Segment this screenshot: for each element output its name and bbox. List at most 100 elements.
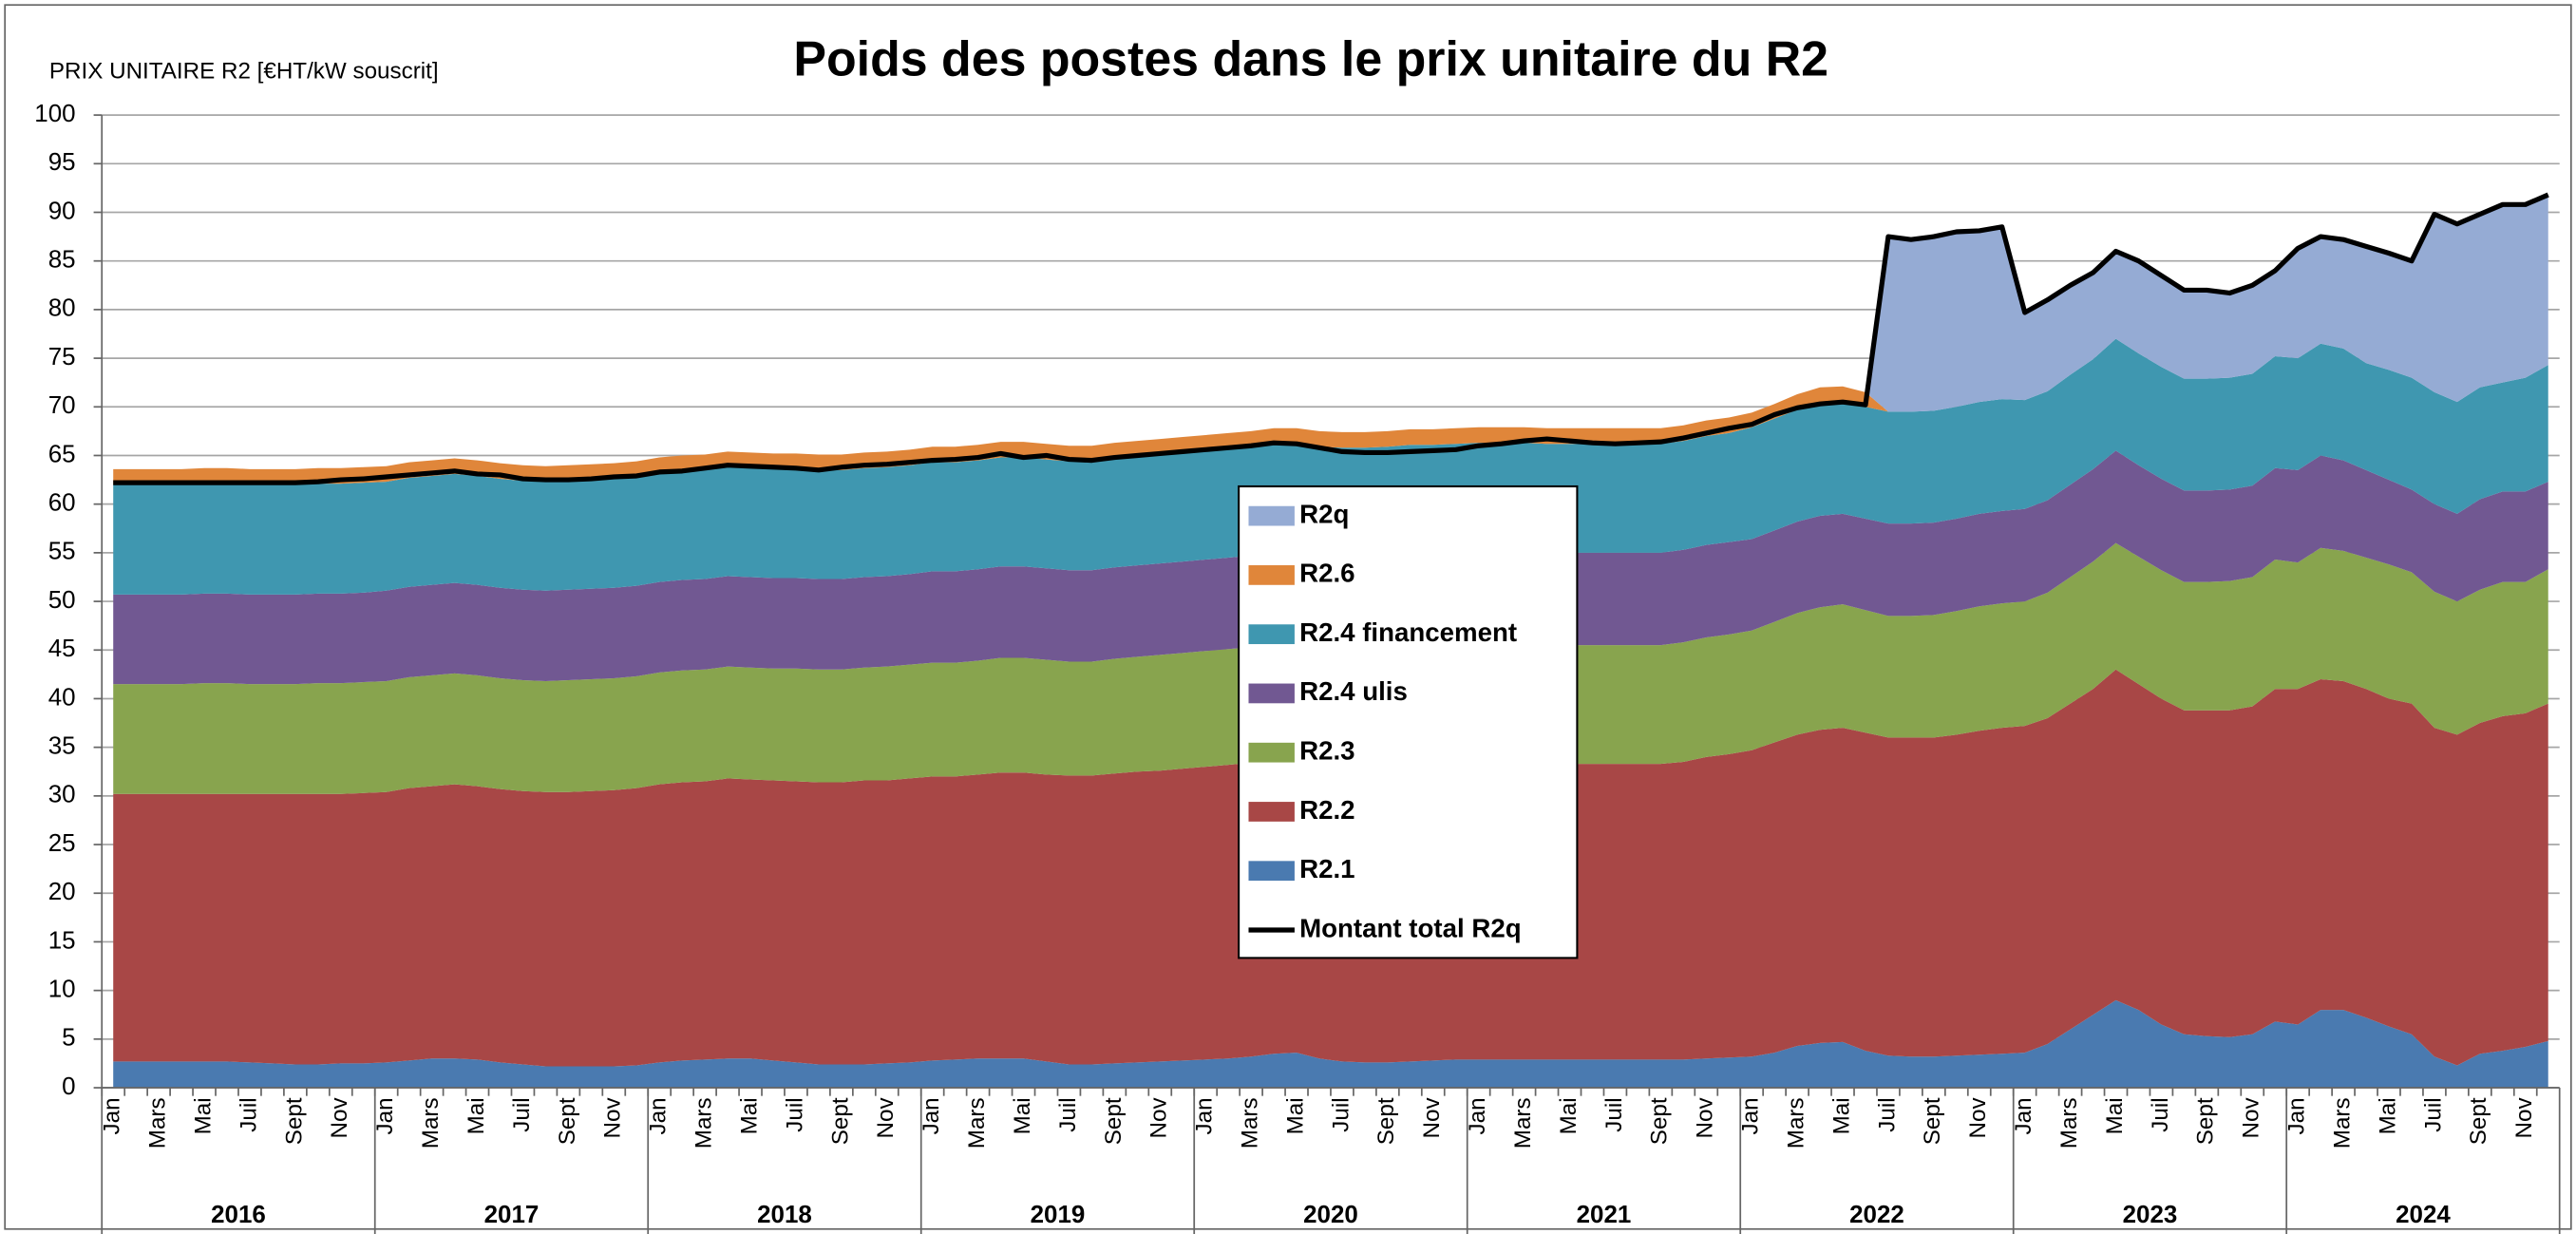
- total-line: [113, 192, 2549, 485]
- legend-swatch: [1248, 802, 1295, 822]
- x-tick-label: Juil: [509, 1097, 535, 1131]
- x-tick-label: Mars: [691, 1097, 717, 1149]
- area-series: [113, 338, 2548, 595]
- x-tick-label: Nov: [1965, 1097, 1991, 1139]
- x-tick-label: Juil: [236, 1097, 261, 1131]
- x-tick-label: Nov: [1146, 1097, 1172, 1139]
- legend-label: R2.4 ulis: [1299, 676, 1408, 706]
- legend-swatch: [1248, 505, 1295, 526]
- x-tick-label: Jan: [2284, 1097, 2310, 1134]
- area-series: [113, 195, 2548, 469]
- year-label: 2018: [757, 1202, 812, 1228]
- year-label: 2022: [1849, 1202, 1904, 1228]
- y-tick-label: 75: [48, 344, 76, 370]
- x-tick-label: Jan: [2011, 1097, 2036, 1134]
- year-label: 2016: [211, 1202, 266, 1228]
- legend: R2q R2.6 R2.4 financement R2.4 ulis R2.3 R2.2…: [1238, 484, 1579, 959]
- legend-label: R2.3: [1299, 736, 1354, 766]
- x-tick-label: Mars: [145, 1097, 171, 1149]
- x-tick-label: Mai: [1282, 1097, 1308, 1134]
- x-tick-label: Mars: [418, 1097, 444, 1149]
- area-series: [113, 338, 2548, 485]
- x-tick-label: Mars: [964, 1097, 990, 1149]
- legend-label: Montant total R2q: [1299, 913, 1522, 942]
- legend-swatch: [1248, 861, 1295, 882]
- x-tick-label: Juil: [782, 1097, 807, 1131]
- year-label: 2023: [2123, 1202, 2178, 1228]
- x-tick-label: Sept: [827, 1097, 853, 1145]
- y-tick-label: 90: [48, 198, 76, 224]
- x-tick-label: Nov: [1693, 1097, 1718, 1139]
- x-tick-label: Mars: [2329, 1097, 2355, 1149]
- x-tick-label: Mars: [2056, 1097, 2082, 1149]
- x-tick-label: Mars: [1238, 1097, 1263, 1149]
- year-label: 2024: [2396, 1202, 2451, 1228]
- y-tick-label: 25: [48, 830, 76, 857]
- x-tick-label: Mars: [1784, 1097, 1809, 1149]
- y-tick-label: 80: [48, 295, 76, 322]
- year-label: 2021: [1577, 1202, 1632, 1228]
- x-tick-label: Sept: [555, 1097, 580, 1145]
- legend-label: R2.2: [1299, 795, 1354, 825]
- x-tick-label: Mai: [1556, 1097, 1582, 1134]
- x-tick-label: Jan: [646, 1097, 672, 1134]
- x-tick-label: Juil: [1055, 1097, 1081, 1131]
- y-tick-label: 40: [48, 684, 76, 711]
- x-tick-label: Juil: [2148, 1097, 2173, 1131]
- x-tick-label: Sept: [1101, 1097, 1127, 1145]
- y-tick-label: 65: [48, 441, 76, 467]
- y-tick-label: 30: [48, 782, 76, 808]
- y-axis-label: PRIX UNITAIRE R2 [€HT/kW souscrit]: [49, 59, 439, 85]
- legend-label: R2q: [1299, 499, 1349, 528]
- chart-title: Poids des postes dans le prix unitaire d…: [793, 30, 1828, 85]
- x-tick-label: Nov: [600, 1097, 626, 1139]
- x-tick-label: Mai: [736, 1097, 762, 1134]
- x-tick-label: Mai: [1828, 1097, 1854, 1134]
- x-tick-label: Sept: [2466, 1097, 2491, 1145]
- y-tick-label: 10: [48, 976, 76, 1002]
- legend-label: R2.6: [1299, 559, 1354, 588]
- y-tick-label: 15: [48, 927, 76, 954]
- y-tick-label: 100: [34, 101, 75, 127]
- x-tick-label: Nov: [2239, 1097, 2264, 1139]
- legend-box: [1238, 484, 1579, 959]
- x-tick-label: Sept: [1647, 1097, 1673, 1145]
- y-tick-label: 45: [48, 636, 76, 662]
- x-tick-label: Jan: [919, 1097, 944, 1134]
- x-tick-label: Sept: [2193, 1097, 2219, 1145]
- area-series: [113, 999, 2548, 1089]
- y-tick-label: 60: [48, 490, 76, 517]
- x-tick-label: Mai: [190, 1097, 216, 1134]
- x-tick-label: Juil: [1601, 1097, 1627, 1131]
- x-tick-label: Nov: [873, 1097, 899, 1139]
- year-label: 2017: [484, 1202, 540, 1228]
- x-tick-label: Jan: [372, 1097, 398, 1134]
- y-tick-label: 55: [48, 539, 76, 565]
- x-tick-label: Jan: [100, 1097, 125, 1134]
- legend-label: R2.1: [1299, 854, 1354, 883]
- x-tick-label: Nov: [327, 1097, 352, 1139]
- x-tick-label: Mai: [2102, 1097, 2128, 1134]
- x-tick-label: Mai: [2375, 1097, 2400, 1134]
- x-tick-label: Mai: [464, 1097, 489, 1134]
- x-tick-label: Jan: [1465, 1097, 1490, 1134]
- x-tick-label: Juil: [2420, 1097, 2446, 1131]
- legend-swatch: [1248, 742, 1295, 763]
- y-tick-label: 0: [62, 1073, 75, 1100]
- x-tick-label: Jan: [1192, 1097, 1218, 1134]
- x-tick-label: Mai: [1010, 1097, 1035, 1134]
- y-tick-label: 50: [48, 587, 76, 614]
- legend-swatch: [1248, 565, 1295, 585]
- year-label: 2019: [1031, 1202, 1086, 1228]
- x-tick-label: Mars: [1510, 1097, 1536, 1149]
- x-tick-label: Sept: [1373, 1097, 1399, 1145]
- x-tick-label: Jan: [1738, 1097, 1764, 1134]
- x-tick-label: Sept: [281, 1097, 307, 1145]
- y-tick-label: 95: [48, 149, 76, 176]
- legend-label: R2.4 financement: [1299, 617, 1517, 647]
- y-tick-label: 5: [62, 1025, 75, 1052]
- x-tick-label: Sept: [1920, 1097, 1945, 1145]
- y-tick-label: 70: [48, 392, 76, 419]
